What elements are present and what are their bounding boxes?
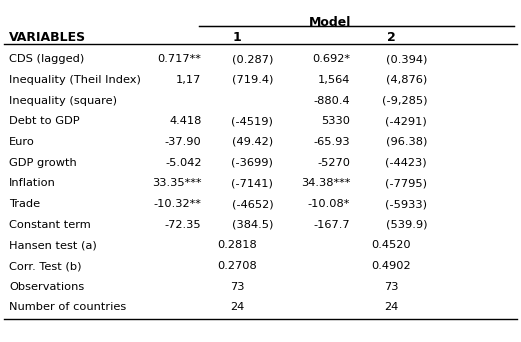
Text: 1: 1 — [233, 31, 242, 44]
Text: (-4291): (-4291) — [386, 116, 427, 126]
Text: 5330: 5330 — [321, 116, 350, 126]
Text: Hansen test (a): Hansen test (a) — [9, 240, 97, 250]
Text: Inflation: Inflation — [9, 178, 56, 188]
Text: (-4519): (-4519) — [231, 116, 274, 126]
Text: 0.2708: 0.2708 — [218, 261, 257, 271]
Text: Constant term: Constant term — [9, 220, 91, 230]
Text: (-9,285): (-9,285) — [381, 96, 427, 106]
Text: (-4652): (-4652) — [232, 199, 274, 209]
Text: (-5933): (-5933) — [385, 199, 427, 209]
Text: Debt to GDP: Debt to GDP — [9, 116, 80, 126]
Text: 0.4902: 0.4902 — [371, 261, 411, 271]
Text: (-7795): (-7795) — [385, 178, 427, 188]
Text: (0.394): (0.394) — [386, 54, 427, 64]
Text: -65.93: -65.93 — [314, 137, 350, 147]
Text: 0.4520: 0.4520 — [371, 240, 411, 250]
Text: 1,17: 1,17 — [176, 75, 202, 85]
Text: 0.692*: 0.692* — [312, 54, 350, 64]
Text: 24: 24 — [384, 302, 399, 313]
Text: -72.35: -72.35 — [165, 220, 202, 230]
Text: Trade: Trade — [9, 199, 41, 209]
Text: -37.90: -37.90 — [165, 137, 202, 147]
Text: (49.42): (49.42) — [232, 137, 274, 147]
Text: CDS (lagged): CDS (lagged) — [9, 54, 84, 64]
Text: 73: 73 — [230, 282, 245, 292]
Text: -880.4: -880.4 — [314, 96, 350, 106]
Text: (539.9): (539.9) — [386, 220, 427, 230]
Text: 24: 24 — [230, 302, 244, 313]
Text: 1,564: 1,564 — [318, 75, 350, 85]
Text: Number of countries: Number of countries — [9, 302, 127, 313]
Text: -10.32**: -10.32** — [154, 199, 202, 209]
Text: Euro: Euro — [9, 137, 35, 147]
Text: GDP growth: GDP growth — [9, 158, 77, 168]
Text: 73: 73 — [384, 282, 399, 292]
Text: (-3699): (-3699) — [231, 158, 274, 168]
Text: -5.042: -5.042 — [165, 158, 202, 168]
Text: (-4423): (-4423) — [386, 158, 427, 168]
Text: -167.7: -167.7 — [314, 220, 350, 230]
Text: Model: Model — [308, 16, 351, 29]
Text: 4.418: 4.418 — [169, 116, 202, 126]
Text: Observations: Observations — [9, 282, 84, 292]
Text: Corr. Test (b): Corr. Test (b) — [9, 261, 82, 271]
Text: VARIABLES: VARIABLES — [9, 31, 86, 44]
Text: (4,876): (4,876) — [386, 75, 427, 85]
Text: 34.38***: 34.38*** — [301, 178, 350, 188]
Text: (719.4): (719.4) — [232, 75, 274, 85]
Text: -10.08*: -10.08* — [308, 199, 350, 209]
Text: 33.35***: 33.35*** — [152, 178, 202, 188]
Text: 0.2818: 0.2818 — [218, 240, 257, 250]
Text: (96.38): (96.38) — [386, 137, 427, 147]
Text: Inequality (square): Inequality (square) — [9, 96, 117, 106]
Text: (0.287): (0.287) — [232, 54, 274, 64]
Text: (-7141): (-7141) — [231, 178, 274, 188]
Text: -5270: -5270 — [317, 158, 350, 168]
Text: 0.717**: 0.717** — [158, 54, 202, 64]
Text: 2: 2 — [387, 31, 395, 44]
Text: Inequality (Theil Index): Inequality (Theil Index) — [9, 75, 141, 85]
Text: (384.5): (384.5) — [232, 220, 274, 230]
